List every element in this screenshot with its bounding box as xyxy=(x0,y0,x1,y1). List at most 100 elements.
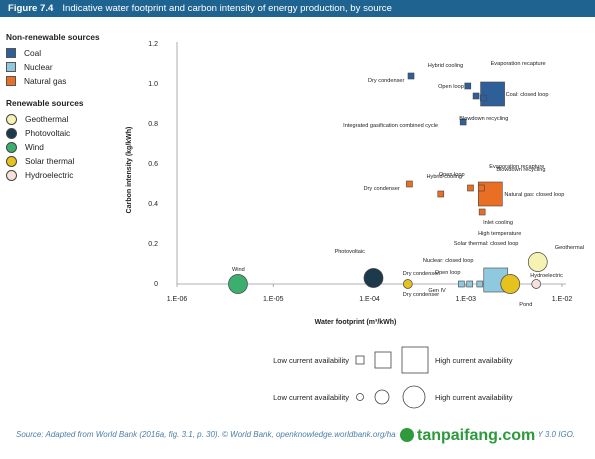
source-note: Source: Adapted from World Bank (2016a, … xyxy=(16,430,576,439)
size-legend-square-medium xyxy=(374,351,392,369)
point-label: Inlet cooling xyxy=(483,220,513,226)
legend-label-geothermal: Geothermal xyxy=(25,114,69,124)
point-label: Photovoltaic xyxy=(334,249,365,255)
x-tick-label: 1.E-06 xyxy=(167,296,188,303)
x-tick-label: 1.E-04 xyxy=(359,296,380,303)
wind-swatch-icon xyxy=(6,141,17,153)
coal-marker xyxy=(464,82,472,90)
watermark-logo-icon xyxy=(400,428,414,442)
hydroelectric-marker xyxy=(531,279,542,289)
natural-gas-marker xyxy=(467,184,474,192)
legend-label-photovoltaic: Photovoltaic xyxy=(25,128,71,138)
figure-number: Figure 7.4 xyxy=(8,3,54,14)
y-tick-label: 0.8 xyxy=(148,121,158,128)
solar-thermal-marker xyxy=(402,279,413,289)
y-tick-label: 0.6 xyxy=(148,161,158,168)
legend-label-wind: Wind xyxy=(25,142,44,152)
geothermal-marker xyxy=(527,252,548,272)
point-label: Gen IV xyxy=(428,288,446,294)
source-legend: Non-renewable sources Coal Nuclear Natur… xyxy=(6,32,100,182)
hydroelectric-swatch-icon xyxy=(6,169,17,181)
size-legend-square-large xyxy=(401,346,429,374)
point-label: Open loop xyxy=(439,172,465,178)
coal-marker xyxy=(407,72,415,80)
legend-item-solar-thermal: Solar thermal xyxy=(6,154,100,168)
natural-gas-marker xyxy=(437,190,445,198)
size-legend-high-label: High current availability xyxy=(435,356,513,365)
legend-label-hydroelectric: Hydroelectric xyxy=(25,170,74,180)
point-label: Pond xyxy=(519,302,532,308)
legend-item-natural-gas: Natural gas xyxy=(6,74,100,88)
point-label: Dry condenser xyxy=(363,186,400,192)
natural-gas-marker xyxy=(478,208,486,216)
nuclear-marker xyxy=(476,280,484,288)
point-label: Wind xyxy=(232,267,245,273)
nuclear-swatch-icon xyxy=(6,62,16,72)
y-tick-label: 1.2 xyxy=(148,41,158,48)
point-label: Natural gas: closed loop xyxy=(504,192,564,198)
legend-item-coal: Coal xyxy=(6,46,100,60)
legend-item-nuclear: Nuclear xyxy=(6,60,100,74)
legend-item-hydroelectric: Hydroelectric xyxy=(6,168,100,182)
point-label: Nuclear: closed loop xyxy=(423,258,474,264)
figure-header: Figure 7.4 Indicative water footprint and… xyxy=(0,0,595,17)
point-label: Blowdown recycling xyxy=(459,116,508,122)
point-label: Hybrid cooling xyxy=(426,174,461,180)
solar-thermal-swatch-icon xyxy=(6,155,17,167)
size-legend-square-small xyxy=(355,355,365,365)
y-axis-title: Carbon intensity (kg/kWh) xyxy=(126,127,133,214)
y-tick-label: 1.0 xyxy=(148,81,158,88)
point-label: Evaporation recapture xyxy=(489,164,544,170)
legend-item-wind: Wind xyxy=(6,140,100,154)
point-label: Evaporation recapture xyxy=(491,61,546,67)
coal-marker xyxy=(480,81,505,107)
natural-gas-marker xyxy=(477,184,485,192)
y-tick-label: 0.4 xyxy=(148,201,158,208)
point-label: Dry condenser xyxy=(403,271,440,277)
legend-label-nuclear: Nuclear xyxy=(24,62,53,72)
x-tick-label: 1.E-03 xyxy=(455,296,476,303)
coal-marker xyxy=(479,94,487,102)
watermark-text: tanpaifang.com xyxy=(417,427,536,444)
point-label: Coal: closed loop xyxy=(506,92,549,98)
legend-heading-renewable: Renewable sources xyxy=(6,98,84,108)
point-label: Open loop xyxy=(435,270,461,276)
y-tick-label: 0 xyxy=(154,281,158,288)
legend-label-solar-thermal: Solar thermal xyxy=(25,156,75,166)
size-legend-high-label: High current availability xyxy=(435,393,513,402)
x-tick-label: 1.E-02 xyxy=(552,296,573,303)
size-legend-low-label: Low current availability xyxy=(273,393,349,402)
geothermal-swatch-icon xyxy=(6,113,17,125)
point-label: Hybrid cooling xyxy=(428,63,463,69)
x-tick-label: 1.E-05 xyxy=(263,296,284,303)
figure-title: Indicative water footprint and carbon in… xyxy=(62,3,392,14)
wind-marker xyxy=(228,274,248,294)
watermark: tanpaifang.com xyxy=(396,427,540,445)
point-label: High temperature xyxy=(478,231,521,237)
point-label: Blowdown recycling xyxy=(496,167,545,173)
point-label: Open loop xyxy=(438,84,464,90)
point-label: Dry condenser xyxy=(403,292,440,298)
point-label: Integrated gasification combined cycle xyxy=(343,123,438,129)
x-axis-title: Water footprint (m³/kWh) xyxy=(315,319,397,326)
legend-item-photovoltaic: Photovoltaic xyxy=(6,126,100,140)
coal-swatch-icon xyxy=(6,48,16,58)
size-legend-circle-medium xyxy=(374,389,390,405)
photovoltaic-swatch-icon xyxy=(6,127,17,139)
photovoltaic-marker xyxy=(363,268,384,288)
size-legend-low-label: Low current availability xyxy=(273,356,349,365)
nuclear-marker xyxy=(466,280,474,288)
nuclear-marker xyxy=(458,280,465,288)
y-tick-label: 0.2 xyxy=(148,241,158,248)
point-label: Geothermal xyxy=(555,245,584,251)
point-label: Dry condenser xyxy=(368,78,405,84)
natural-gas-marker xyxy=(406,180,413,188)
solar-thermal-marker xyxy=(500,274,521,294)
legend-heading-nonrenewable: Non-renewable sources xyxy=(6,32,100,42)
legend-label-coal: Coal xyxy=(24,48,42,58)
coal-marker xyxy=(472,92,480,100)
point-label: Solar thermal: closed loop xyxy=(454,241,519,247)
point-label: Hydroelectric xyxy=(530,273,563,279)
size-legend-circle-large xyxy=(402,385,426,409)
